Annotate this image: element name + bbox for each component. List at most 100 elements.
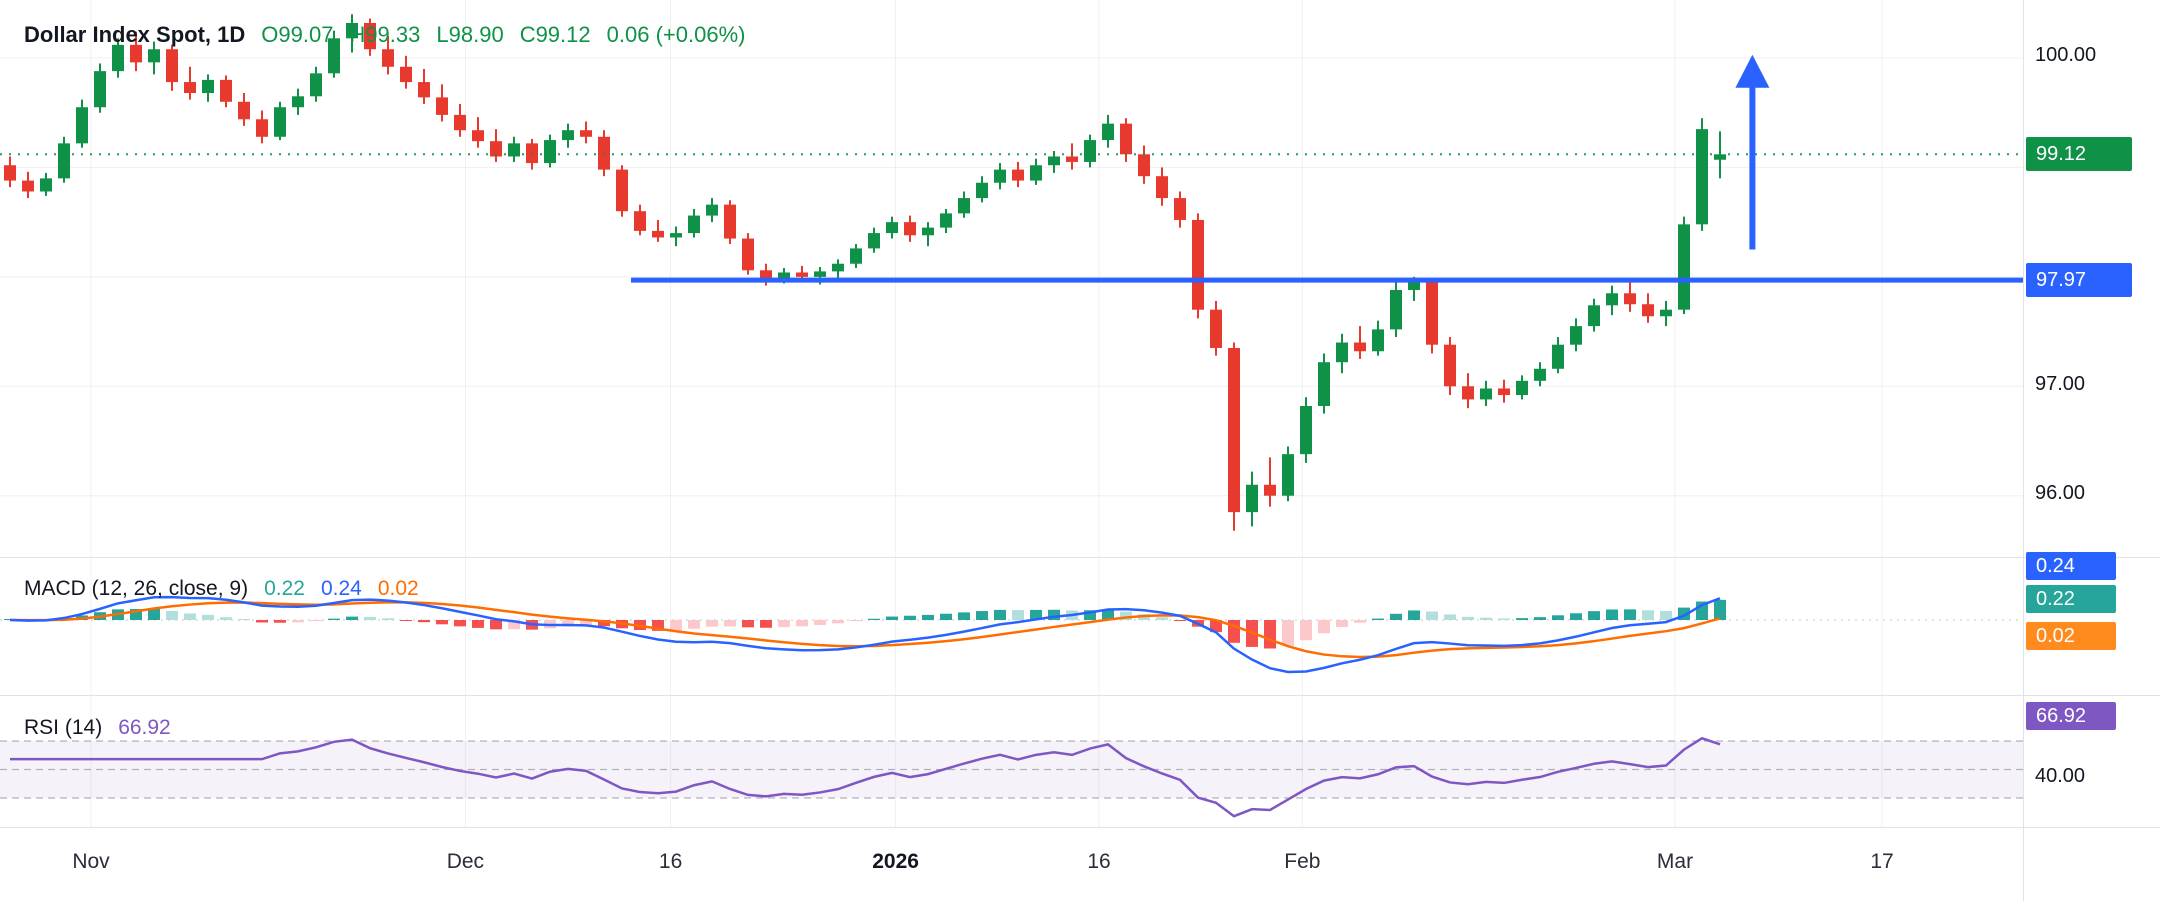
- candle-body: [454, 114, 466, 131]
- macd-histogram-bar: [580, 620, 592, 626]
- macd-histogram-bar: [1444, 614, 1456, 620]
- macd-histogram-bar: [1390, 613, 1402, 620]
- macd-histogram-bar: [1174, 620, 1186, 621]
- macd-histogram-bar: [382, 618, 394, 620]
- candle-body: [1048, 156, 1060, 166]
- macd-histogram-bar: [1642, 610, 1654, 620]
- macd-histogram-bar: [1570, 613, 1582, 620]
- macd-histogram-bar: [652, 620, 664, 631]
- pane-separator-macd-rsi[interactable]: [0, 695, 2160, 696]
- up-arrow-drawing[interactable]: [1735, 54, 1770, 250]
- macd-histogram-bar: [238, 619, 250, 620]
- candle-body: [1084, 140, 1096, 162]
- symbol-status-line[interactable]: Dollar Index Spot, 1D O99.07 H99.33 L98.…: [24, 22, 745, 48]
- rsi-status-line[interactable]: RSI (14) 66.92: [24, 716, 171, 740]
- current-price-badge: 99.12: [2026, 137, 2132, 171]
- candle-body: [634, 211, 646, 231]
- candle-body: [1588, 305, 1600, 327]
- candle-body: [1030, 165, 1042, 181]
- macd-histogram-bar: [328, 618, 340, 620]
- macd-histogram-bar: [184, 613, 196, 620]
- macd-line-badge: 0.24: [2026, 552, 2116, 580]
- candle-body: [1534, 368, 1546, 381]
- rsi-pane-canvas[interactable]: [0, 696, 2023, 827]
- rsi-title[interactable]: RSI (14): [24, 716, 103, 739]
- macd-pane-canvas[interactable]: [0, 557, 2023, 695]
- candle-body: [760, 270, 772, 280]
- price-axis-label-97[interactable]: 97.00: [2035, 373, 2086, 395]
- candle-body: [1066, 156, 1078, 162]
- macd-histogram-bar: [1030, 609, 1042, 620]
- macd-histogram-bar: [904, 615, 916, 620]
- macd-histogram-bar: [1048, 609, 1060, 620]
- macd-histogram-bar: [4, 619, 16, 620]
- candle-body: [1624, 293, 1636, 305]
- candle-body: [166, 49, 178, 83]
- price-pane-canvas[interactable]: [0, 0, 2023, 557]
- macd-signal-line: [9, 601, 1721, 659]
- macd-histogram-bar: [598, 620, 610, 627]
- macd-histogram-bar: [130, 609, 142, 620]
- candle-body: [472, 130, 484, 142]
- candle-body: [976, 182, 988, 199]
- candle-body: [742, 238, 754, 271]
- candle-body: [1660, 309, 1672, 317]
- candle-body: [22, 180, 34, 192]
- candle-body: [58, 143, 70, 179]
- time-axis-label: 2026: [872, 850, 919, 873]
- candles[interactable]: [4, 14, 1726, 531]
- candle-body: [1354, 342, 1366, 352]
- pane-separator-price-macd[interactable]: [0, 557, 2160, 558]
- macd-histogram-bar: [778, 620, 790, 628]
- price-axis-label-100[interactable]: 100.00: [2035, 44, 2097, 66]
- macd-histogram-bar: [922, 614, 934, 620]
- macd-histogram-bar: [256, 620, 268, 623]
- macd-histogram-bar: [418, 620, 430, 623]
- candle-body: [328, 38, 340, 74]
- symbol-title[interactable]: Dollar Index Spot, 1D: [24, 22, 246, 47]
- candle-body: [1318, 362, 1330, 406]
- candle-body: [814, 271, 826, 277]
- pane-separator-time-axis: [0, 827, 2160, 828]
- candle-body: [580, 130, 592, 137]
- time-axis-label: Feb: [1284, 850, 1321, 873]
- candle-body: [1120, 123, 1132, 155]
- time-axis-label: 16: [658, 850, 683, 873]
- candle-body: [1372, 329, 1384, 352]
- candle-body: [1678, 224, 1690, 310]
- time-axis-label: 16: [1087, 850, 1111, 873]
- candle-body: [238, 101, 250, 120]
- macd-histogram-bar: [1156, 617, 1168, 620]
- price-axis-label-96[interactable]: 96.00: [2035, 482, 2086, 504]
- macd-histogram: [4, 599, 1726, 649]
- candle-body: [400, 66, 412, 83]
- macd-status-line[interactable]: MACD (12, 26, close, 9) 0.22 0.24 0.02: [24, 577, 419, 601]
- macd-histogram-bar: [868, 618, 880, 620]
- candle-body: [1210, 309, 1222, 348]
- macd-histogram-bar: [148, 608, 160, 620]
- macd-histogram-bar: [1354, 620, 1366, 623]
- candle-body: [796, 272, 808, 277]
- macd-histogram-bar: [1426, 611, 1438, 620]
- candle-body: [1300, 405, 1312, 455]
- candle-body: [1228, 347, 1240, 513]
- time-axis[interactable]: Nov Dec 16 2026 16 Feb Mar 17: [0, 828, 2160, 901]
- macd-histogram-bar: [1462, 616, 1474, 620]
- candle-body: [1570, 326, 1582, 345]
- candle-body: [904, 222, 916, 236]
- candle-body: [1426, 282, 1438, 345]
- macd-histogram-bar: [958, 612, 970, 620]
- candle-body: [1264, 484, 1276, 496]
- macd-histogram-bar: [832, 620, 844, 624]
- rsi-value-badge: 66.92: [2026, 702, 2116, 730]
- macd-histogram-bar: [994, 609, 1006, 620]
- candle-body: [922, 227, 934, 236]
- candle-body: [940, 213, 952, 228]
- candle-body: [1714, 154, 1726, 160]
- macd-title[interactable]: MACD (12, 26, close, 9): [24, 577, 249, 600]
- rsi-axis-label-40[interactable]: 40.00: [2035, 765, 2086, 787]
- macd-histogram-bar: [1714, 599, 1726, 620]
- candle-body: [112, 44, 124, 72]
- macd-histogram-bar: [1102, 609, 1114, 620]
- candle-body: [1480, 388, 1492, 400]
